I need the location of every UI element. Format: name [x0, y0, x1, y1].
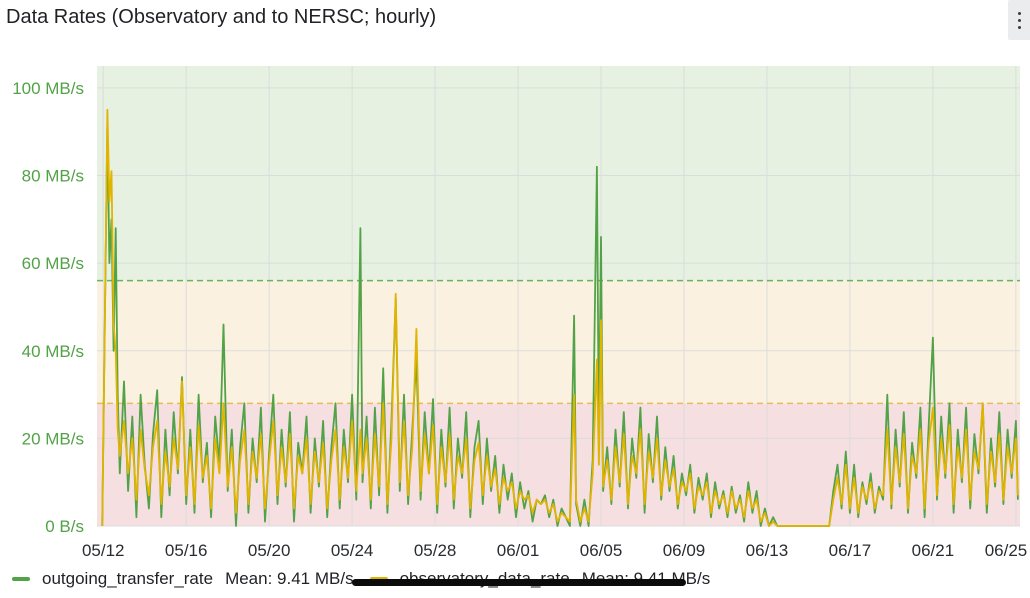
legend-series-mean: Mean: 9.41 MB/s [225, 569, 354, 588]
legend-item-outgoing[interactable]: outgoing_transfer_rate Mean: 9.41 MB/s [12, 569, 354, 589]
series-line-observatory_data_rate [101, 108, 1019, 527]
series-lines [101, 108, 1019, 527]
x-tick-label: 06/13 [746, 541, 789, 560]
panel-menu-button[interactable] [1008, 0, 1030, 40]
zone-green [97, 66, 1020, 281]
kebab-menu-icon [1017, 11, 1021, 29]
x-tick-label: 05/20 [248, 541, 291, 560]
legend-series-name: outgoing_transfer_rate [42, 569, 214, 588]
y-tick-label: 60 MB/s [22, 254, 84, 273]
threshold-zones [97, 66, 1020, 526]
x-tick-label: 06/21 [912, 541, 955, 560]
y-axis: 0 B/s 20 MB/s 40 MB/s 60 MB/s 80 MB/s 100 MB/… [12, 79, 84, 536]
home-indicator-bar [352, 579, 686, 586]
x-tick-label: 05/16 [165, 541, 208, 560]
y-tick-label: 80 MB/s [22, 167, 84, 186]
threshold-lines [97, 279, 1020, 405]
zone-yellow [97, 280, 1020, 404]
panel-header: Data Rates (Observatory and to NERSC; ho… [0, 0, 1030, 40]
x-tick-label: 06/17 [829, 541, 872, 560]
y-tick-label: 0 B/s [45, 517, 84, 536]
x-tick-label: 05/12 [82, 541, 125, 560]
x-tick-label: 06/05 [580, 541, 623, 560]
x-tick-label: 05/24 [331, 541, 374, 560]
x-axis: 05/12 05/16 05/20 05/24 05/28 06/01 06/05 06/09… [82, 541, 1027, 560]
y-tick-label: 100 MB/s [12, 79, 84, 98]
y-tick-label: 40 MB/s [22, 342, 84, 361]
x-tick-label: 06/01 [497, 541, 540, 560]
series-swatch-outgoing [12, 577, 30, 581]
x-tick-label: 05/28 [414, 541, 457, 560]
y-tick-label: 20 MB/s [22, 429, 84, 448]
panel-title[interactable]: Data Rates (Observatory and to NERSC; ho… [6, 6, 437, 28]
grid-lines [97, 66, 1020, 527]
x-tick-label: 06/25 [985, 541, 1028, 560]
x-tick-label: 06/09 [663, 541, 706, 560]
